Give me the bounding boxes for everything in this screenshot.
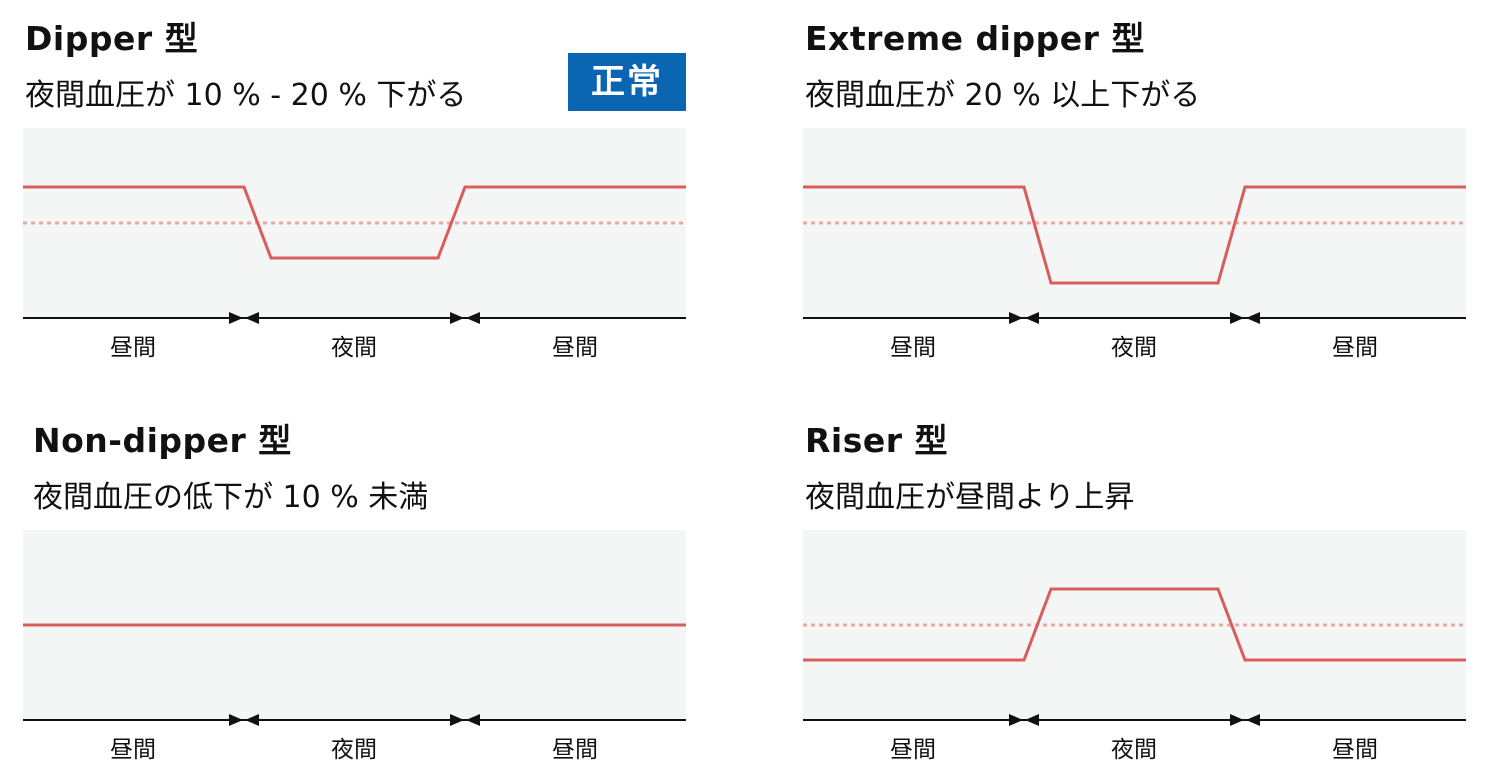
period-label-night: 夜間	[1111, 737, 1157, 763]
arrow-left-icon	[1025, 714, 1039, 726]
profile-plot	[23, 128, 686, 318]
panel-title: Non-dipper 型	[33, 421, 292, 460]
arrow-right-icon	[450, 714, 464, 726]
arrow-left-icon	[245, 312, 259, 324]
period-label-day: 昼間	[890, 737, 936, 763]
profile-plot	[23, 530, 686, 720]
panel-title: Extreme dipper 型	[805, 19, 1145, 58]
panel-subtitle: 夜間血圧が昼間より上昇	[805, 480, 1135, 515]
arrow-left-icon	[1246, 714, 1260, 726]
arrow-right-icon	[229, 714, 243, 726]
arrow-left-icon	[466, 312, 480, 324]
profile-line	[803, 185, 1466, 285]
panel-title: Riser 型	[805, 421, 949, 460]
normal-badge: 正常	[568, 53, 686, 111]
panel-subtitle: 夜間血圧が 20 % 以上下がる	[805, 78, 1201, 113]
arrow-left-icon	[1025, 312, 1039, 324]
period-label-day: 昼間	[1332, 737, 1378, 763]
arrow-right-icon	[1009, 312, 1023, 324]
time-axis	[803, 312, 1466, 324]
arrow-right-icon	[1009, 714, 1023, 726]
period-label-day: 昼間	[552, 335, 598, 361]
panel-dipper: Dipper 型 夜間血圧が 10 % - 20 % 下がる 正常 昼間 夜間 …	[23, 0, 686, 380]
profile-line	[803, 587, 1466, 662]
period-label-day: 昼間	[552, 737, 598, 763]
panel-subtitle: 夜間血圧の低下が 10 % 未満	[33, 480, 429, 515]
profile-plot	[803, 128, 1466, 318]
panel-non-dipper: Non-dipper 型 夜間血圧の低下が 10 % 未満 昼間 夜間 昼間	[23, 400, 686, 780]
period-label-day: 昼間	[110, 335, 156, 361]
panel-extreme-dipper: Extreme dipper 型 夜間血圧が 20 % 以上下がる 昼間 夜間 …	[803, 0, 1466, 380]
panel-title: Dipper 型	[25, 19, 199, 58]
profile-line	[23, 185, 686, 260]
period-label-day: 昼間	[110, 737, 156, 763]
period-label-night: 夜間	[331, 335, 377, 361]
profile-plot-svg	[23, 185, 686, 260]
arrow-right-icon	[1230, 312, 1244, 324]
panel-riser: Riser 型 夜間血圧が昼間より上昇 昼間 夜間 昼間	[803, 400, 1466, 780]
period-label-day: 昼間	[890, 335, 936, 361]
period-label-night: 夜間	[331, 737, 377, 763]
profile-plot	[803, 530, 1466, 720]
period-label-night: 夜間	[1111, 335, 1157, 361]
time-axis	[803, 714, 1466, 726]
time-axis	[23, 312, 686, 324]
time-axis	[23, 714, 686, 726]
panel-subtitle: 夜間血圧が 10 % - 20 % 下がる	[25, 78, 467, 113]
profile-plot-svg	[803, 185, 1466, 285]
arrow-right-icon	[450, 312, 464, 324]
profile-plot-svg	[23, 623, 686, 627]
period-label-day: 昼間	[1332, 335, 1378, 361]
arrow-left-icon	[466, 714, 480, 726]
arrow-right-icon	[229, 312, 243, 324]
arrow-left-icon	[1246, 312, 1260, 324]
profile-plot-svg	[803, 587, 1466, 662]
arrow-left-icon	[245, 714, 259, 726]
arrow-right-icon	[1230, 714, 1244, 726]
